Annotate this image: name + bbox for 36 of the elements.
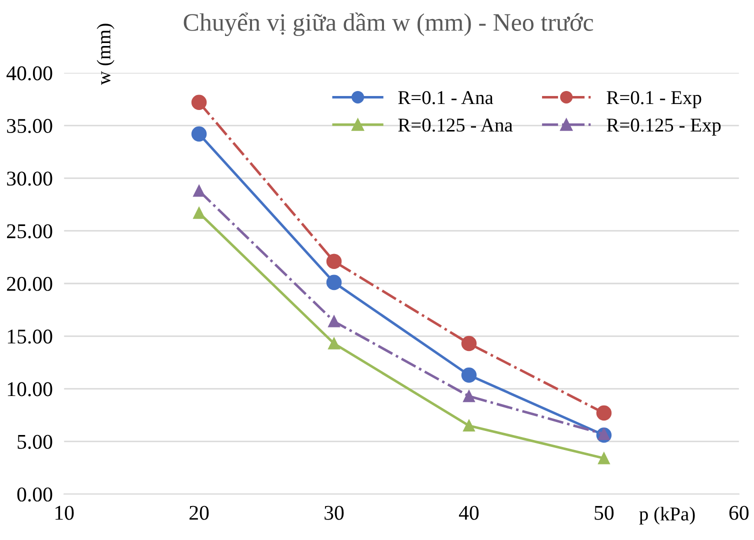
point [328, 316, 340, 328]
legend-label: R=0.1 - Exp [606, 91, 702, 108]
point [191, 126, 207, 142]
point [193, 184, 205, 197]
chart-title: Chuyển vị giữa dầm w (mm) - Neo trước [184, 12, 594, 36]
legend-label: R=0.125 - Exp [606, 118, 721, 136]
x-tick-label: 20 [190, 506, 209, 520]
y-tick-label: 40.00 [6, 66, 52, 80]
y-tick-label: 15.00 [8, 330, 52, 344]
legend-label: R=0.125 - Ana [398, 118, 513, 132]
x-tick-label: 10 [56, 506, 74, 520]
point [461, 336, 477, 352]
y-tick-label: 0.00 [17, 487, 52, 502]
point [191, 94, 207, 110]
point [463, 390, 475, 402]
y-tick-label: 35.00 [7, 118, 52, 134]
point [598, 452, 610, 464]
point [326, 254, 342, 270]
x-tick-label: 60 [729, 506, 749, 520]
point [326, 274, 342, 290]
y-tick-label: 10.00 [8, 382, 52, 396]
y-tick-label: 20.00 [7, 276, 52, 292]
point [328, 338, 340, 350]
y-tick-label: 5.00 [18, 434, 52, 449]
x-tick-label: 30 [324, 506, 344, 520]
legend-label: R=0.1 - Ana [398, 91, 494, 104]
x-tick-label: 40 [458, 506, 479, 520]
point [463, 420, 475, 432]
x-tick-label: 50 [594, 506, 614, 520]
x-axis-title: p (kPa) [639, 506, 695, 525]
point [461, 367, 477, 383]
point [596, 405, 612, 421]
y-tick-label: 30.00 [7, 172, 52, 186]
y-axis-title: w (mm) [96, 24, 114, 86]
point [193, 207, 205, 219]
y-tick-label: 25.00 [7, 224, 52, 238]
